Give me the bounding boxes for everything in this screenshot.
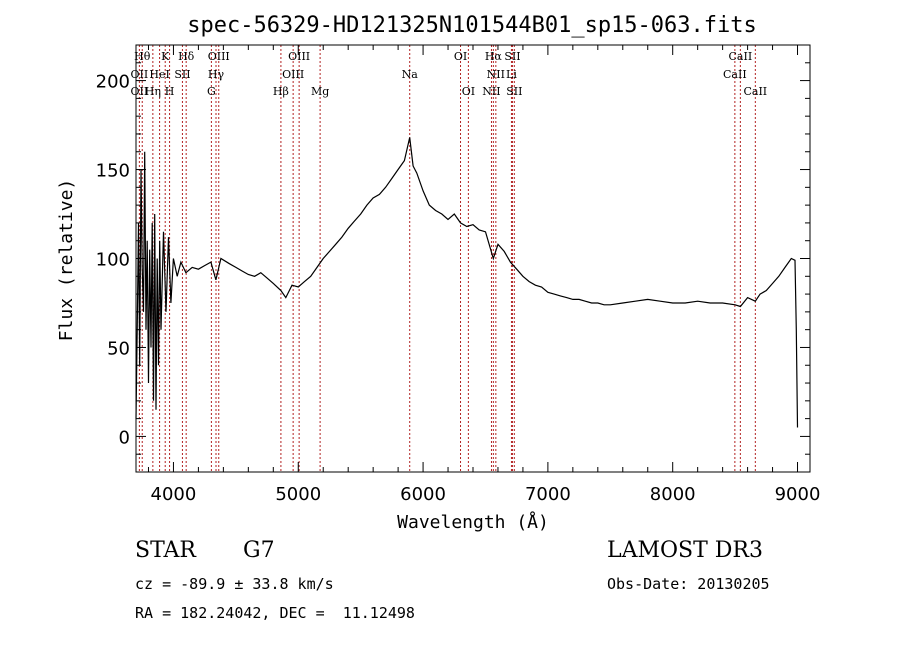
y-axis: 0 50 100 150 200 [96, 44, 810, 473]
line-label: OIII [288, 50, 310, 63]
line-label: CaII [743, 85, 767, 98]
line-label: NII [487, 68, 505, 81]
sky-coordinates: RA = 182.24042, DEC = 11.12498 [135, 604, 415, 622]
line-label: K [161, 50, 170, 63]
line-label: OIII [282, 68, 304, 81]
line-label: Hα [485, 50, 503, 63]
line-label: OII [131, 68, 149, 81]
x-tick-label: 5000 [275, 484, 321, 505]
line-label: OIII [208, 50, 230, 63]
object-subclass: G7 [243, 538, 275, 563]
line-label: OII [131, 85, 149, 98]
line-label: CaII [729, 50, 753, 63]
x-tick-label: 6000 [400, 484, 446, 505]
observation-date: Obs-Date: 20130205 [607, 575, 770, 593]
spectrum-series-line [135, 137, 799, 428]
line-label: SII [506, 85, 522, 98]
line-label: SII [174, 68, 190, 81]
x-tick-label: 7000 [525, 484, 571, 505]
line-label: Na [402, 68, 419, 81]
line-label: H [165, 85, 175, 98]
chart-title: spec-56329-HD121325N101544B01_sp15-063.f… [187, 13, 757, 38]
line-label: SII [504, 50, 520, 63]
line-label: Hδ [178, 50, 195, 63]
survey-name: LAMOST DR3 [607, 538, 763, 563]
redshift-velocity: cz = -89.9 ± 33.8 km/s [135, 575, 334, 593]
y-tick-label: 0 [119, 427, 130, 448]
line-label: G [207, 85, 216, 98]
x-tick-label: 9000 [775, 484, 821, 505]
plot-frame [135, 44, 811, 473]
line-label: NII [482, 85, 500, 98]
line-label: CaII [723, 68, 747, 81]
y-tick-label: 150 [96, 161, 130, 182]
line-label: OI [454, 50, 467, 63]
y-axis-label: Flux (relative) [56, 179, 77, 342]
line-label: Hγ [208, 68, 225, 81]
line-label: OI [462, 85, 475, 98]
emission-line-markers [138, 45, 756, 472]
x-axis-label: Wavelength (Å) [397, 511, 549, 533]
line-label: Li [506, 68, 517, 81]
y-tick-label: 200 [96, 72, 130, 93]
x-tick-label: 4000 [151, 484, 197, 505]
x-tick-label: 8000 [650, 484, 696, 505]
line-label: Hβ [273, 85, 289, 98]
object-class: STAR [135, 538, 196, 563]
line-label: Hη [145, 85, 161, 98]
x-axis: 4000 5000 6000 7000 8000 9000 [147, 45, 821, 505]
line-label: Hθ [134, 50, 151, 63]
line-label: Mg [311, 85, 329, 98]
line-label: HeI [149, 68, 169, 81]
y-tick-label: 100 [96, 250, 130, 271]
y-tick-label: 50 [107, 338, 130, 359]
